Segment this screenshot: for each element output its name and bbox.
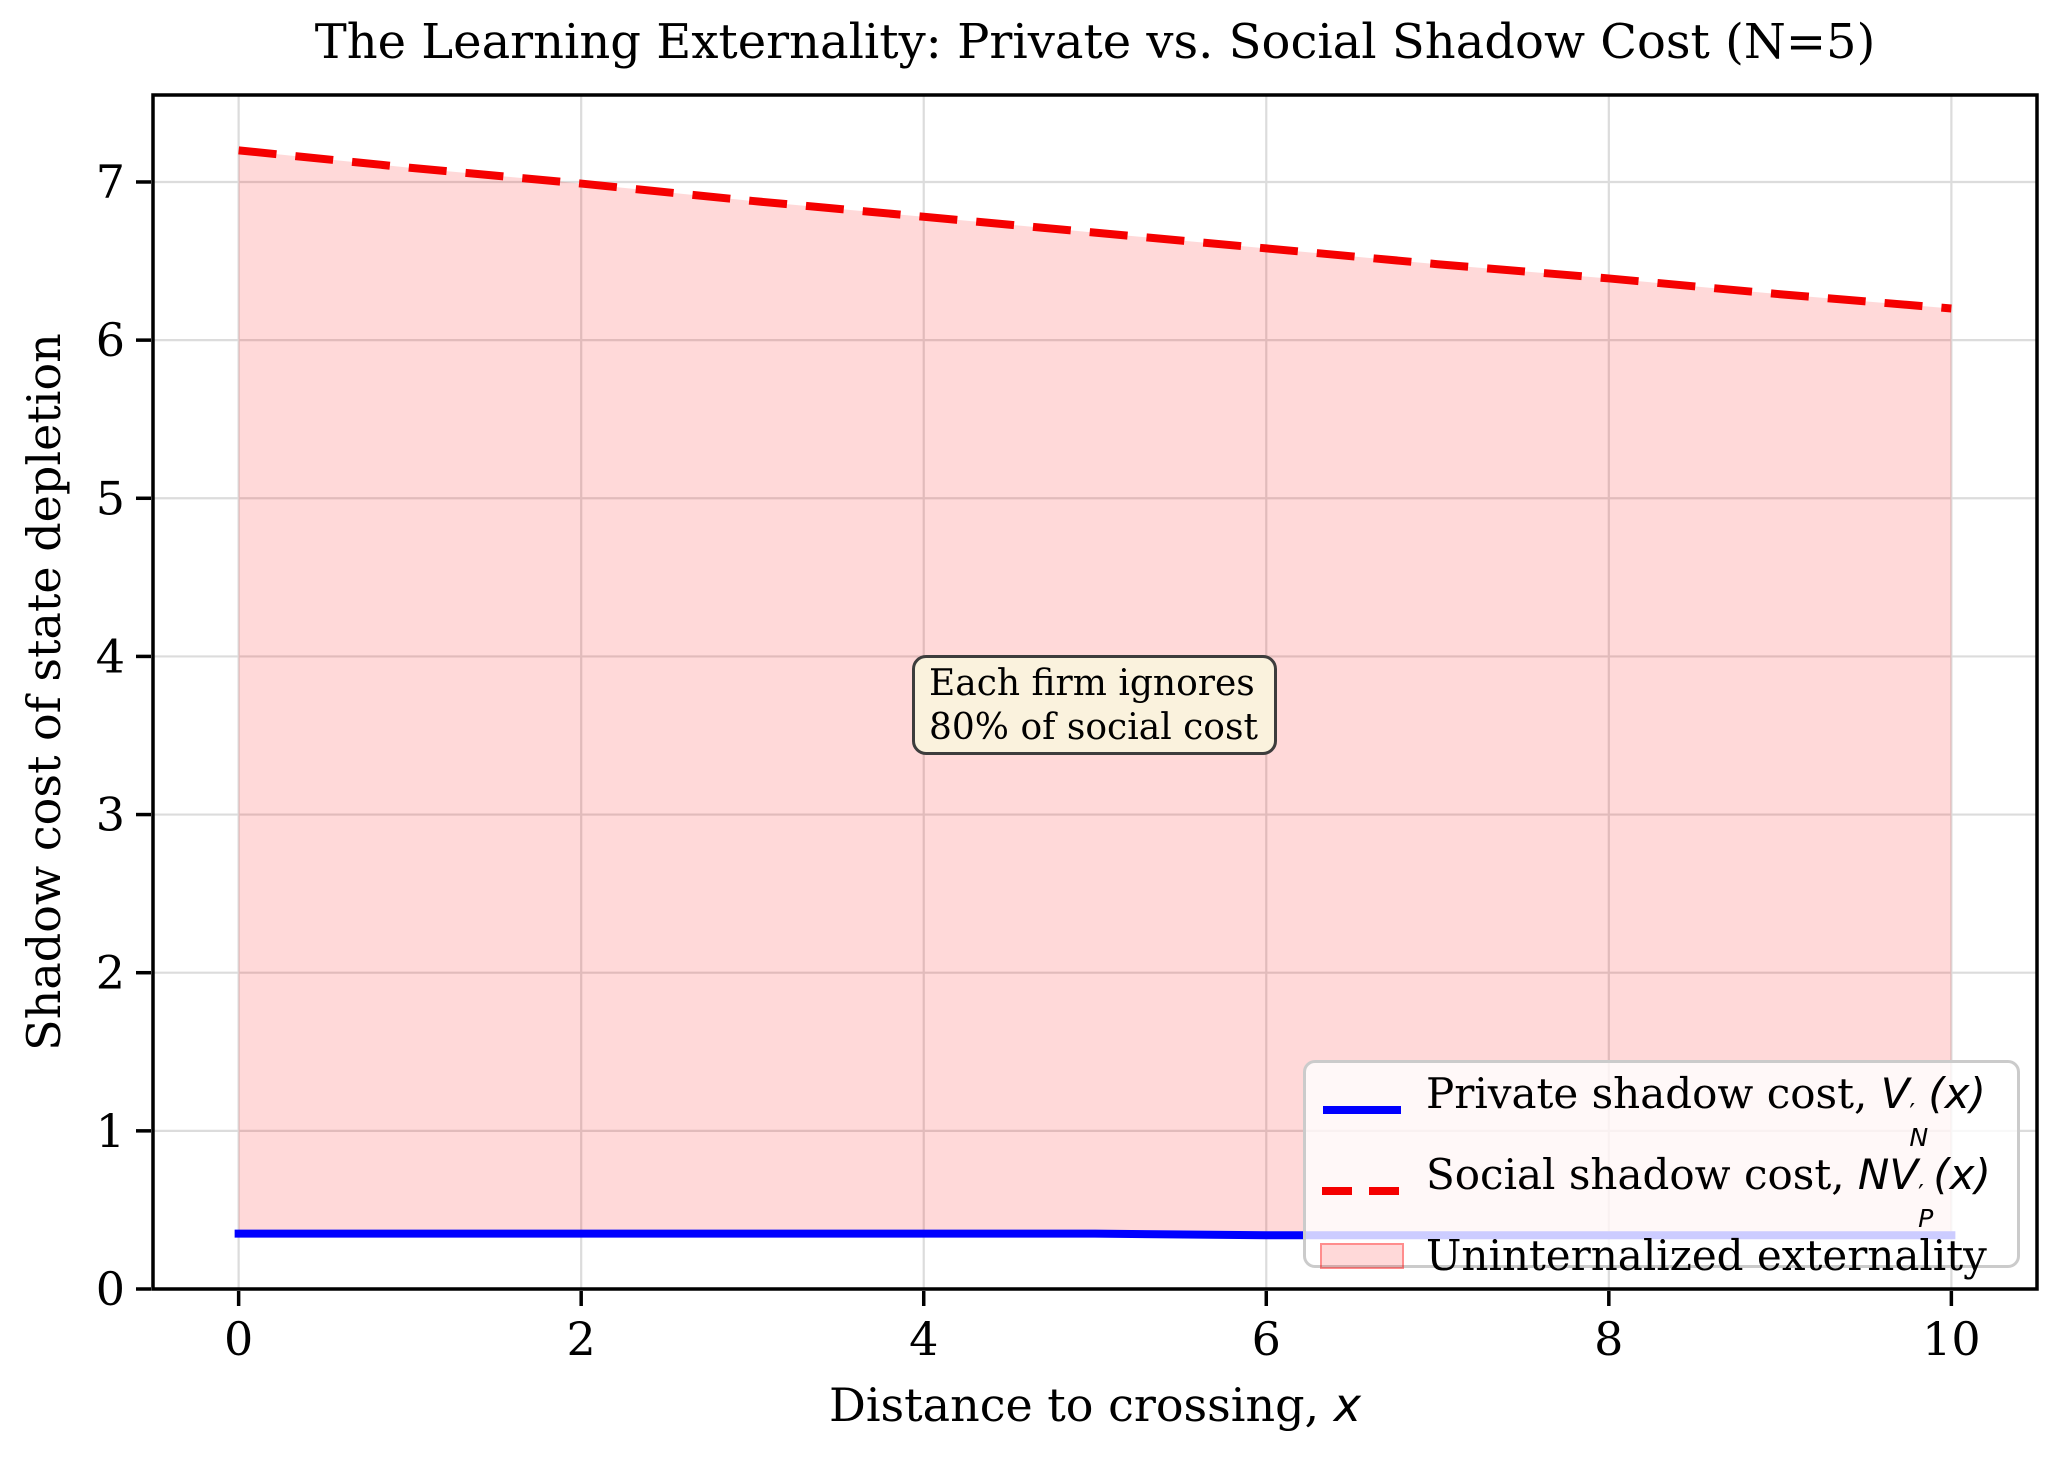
x-axis-label: Distance to crossing, x [153, 1378, 2037, 1432]
y-tick-label: 5 [96, 471, 125, 525]
x-axis-label-text: Distance to crossing, [828, 1378, 1334, 1432]
legend-item-private-cost: Private shadow cost, V ′ N (x) [1320, 1069, 2017, 1150]
y-tick-label: 7 [96, 155, 125, 209]
plot-border [151, 93, 2039, 1291]
legend-label-externality: Uninternalized externality [1426, 1231, 1987, 1280]
y-axis-label: Shadow cost of state depletion [17, 333, 71, 1051]
y-tick-label: 0 [96, 1262, 125, 1316]
annotation-line-1: Each firm ignores [929, 663, 1255, 704]
annotation-box: Each firm ignores 80% of social cost [912, 655, 1277, 755]
chart-title: The Learning Externality: Private vs. So… [314, 14, 1876, 70]
y-tick-label: 2 [96, 946, 125, 1000]
x-axis-label-math-x: x [1333, 1378, 1362, 1432]
x-tick-label: 10 [1922, 1312, 1981, 1366]
red-dashed-line-swatch [1322, 1186, 1404, 1195]
y-tick-label: 3 [96, 788, 125, 842]
blue-solid-line-swatch [1323, 1105, 1401, 1114]
legend-item-externality: Uninternalized externality [1320, 1231, 2017, 1280]
x-tick-label: 4 [909, 1312, 938, 1366]
legend: Private shadow cost, V ′ N (x) Social shado… [1303, 1060, 2020, 1280]
pink-fill-patch-swatch [1320, 1242, 1404, 1269]
y-tick-label: 6 [96, 313, 125, 367]
social-shadow-cost-line [238, 146, 1952, 313]
x-tick-label: 0 [224, 1312, 253, 1366]
x-tick-label: 8 [1594, 1312, 1623, 1366]
annotation-line-2: 80% of social cost [929, 707, 1258, 748]
y-tick-label: 4 [96, 629, 125, 683]
legend-label-social: Social shadow cost, NV ′ P (x) [1426, 1150, 1991, 1233]
x-tick-label: 6 [1252, 1312, 1281, 1366]
y-tick-label: 1 [96, 1104, 125, 1158]
x-tick-label: 2 [567, 1312, 596, 1366]
legend-label-private: Private shadow cost, V ′ N (x) [1426, 1069, 1986, 1152]
legend-item-social-cost: Social shadow cost, NV ′ P (x) [1320, 1150, 2017, 1231]
